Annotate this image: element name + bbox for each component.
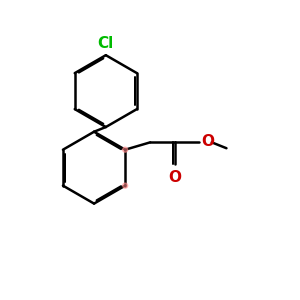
Circle shape: [123, 147, 128, 152]
Text: Cl: Cl: [98, 36, 114, 51]
Text: O: O: [201, 134, 214, 149]
Text: O: O: [169, 170, 182, 185]
Circle shape: [123, 183, 128, 188]
